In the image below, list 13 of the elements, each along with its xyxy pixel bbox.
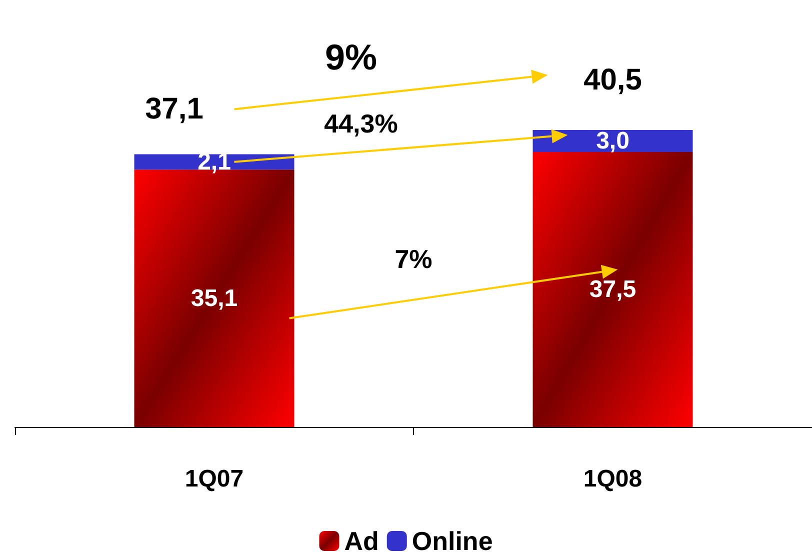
annotation: 7% — [394, 244, 432, 274]
x-tick-label: 1Q07 — [184, 466, 244, 492]
data-label: 37,5 — [589, 276, 636, 303]
total-label: 40,5 — [584, 64, 642, 96]
x-tick-label: 1Q08 — [583, 466, 642, 492]
total-label: 37,1 — [145, 92, 204, 126]
annotation: 44,3% — [324, 108, 398, 138]
legend-label: Ad — [344, 526, 379, 556]
data-label: 3,0 — [596, 128, 630, 154]
data-label: 35,1 — [190, 284, 238, 312]
text: 9% — [324, 36, 378, 78]
legend-label: Online — [412, 526, 493, 556]
bar — [532, 152, 693, 427]
